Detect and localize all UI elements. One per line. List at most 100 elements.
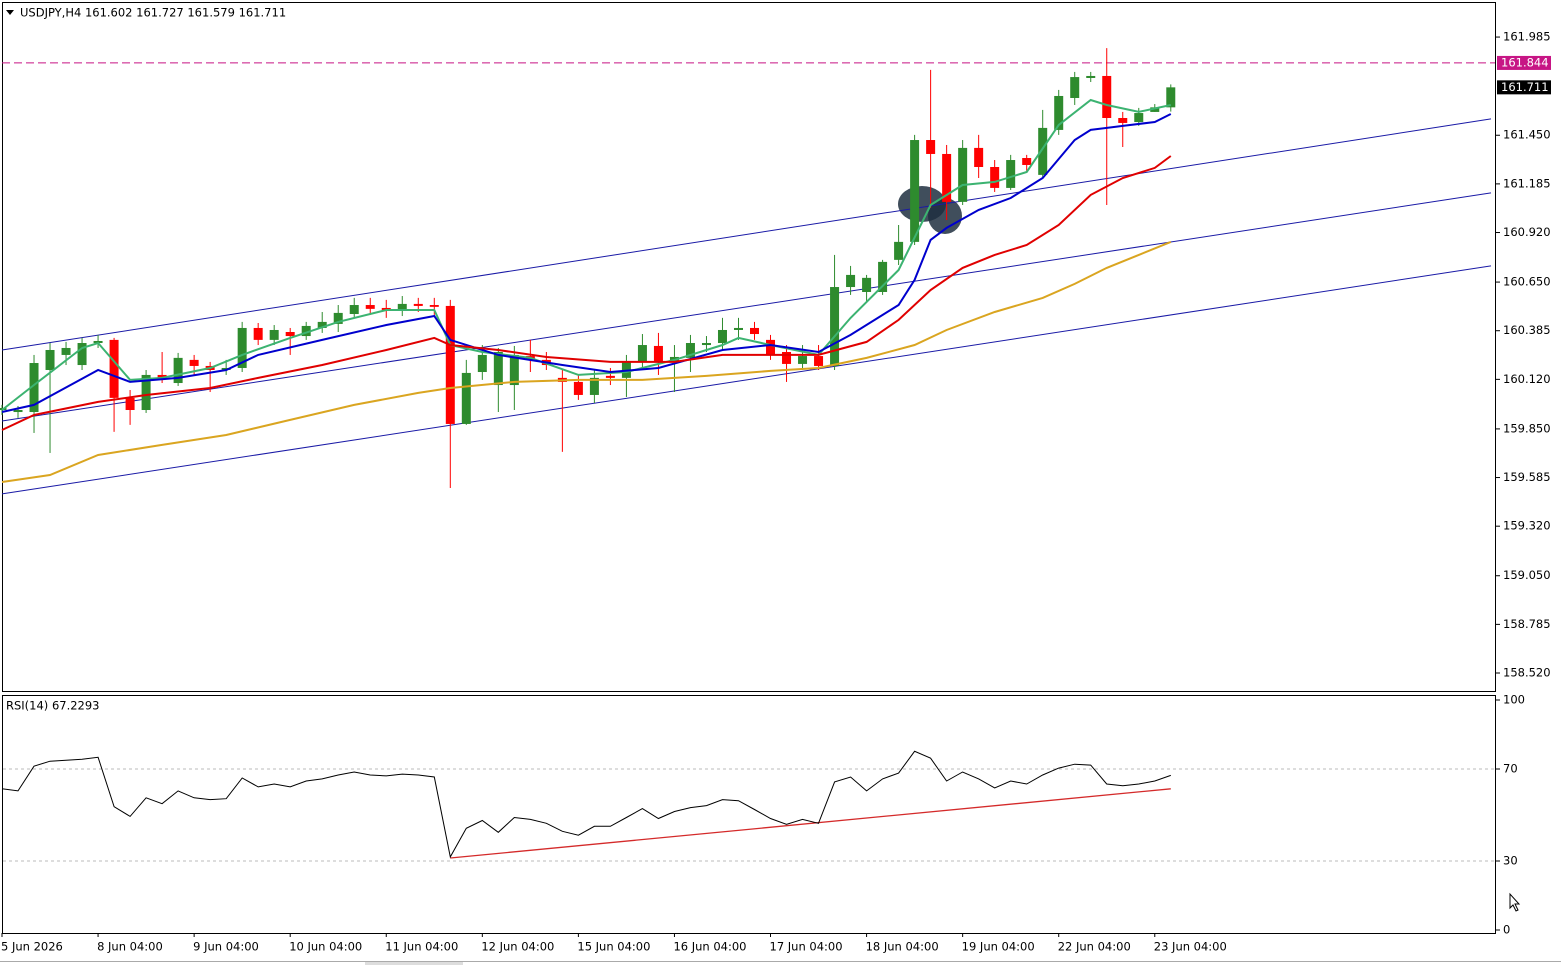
- candle-body: [445, 305, 455, 424]
- candle-body: [77, 343, 87, 366]
- y-tick-label: 100: [1503, 693, 1525, 707]
- moving-average: [1, 155, 1172, 431]
- y-tick-label: 159.585: [1503, 470, 1551, 484]
- candle-body: [974, 147, 984, 168]
- candle-body: [1038, 127, 1048, 175]
- candle-body: [1022, 158, 1032, 165]
- x-tick-label: 5 Jun 2026: [1, 940, 63, 954]
- x-tick-label: 11 Jun 04:00: [385, 940, 458, 954]
- mouse-cursor: [1509, 892, 1521, 912]
- candle-body: [493, 352, 503, 386]
- candle-body: [45, 349, 55, 370]
- moving-average: [1, 113, 1172, 413]
- candle-body: [701, 343, 711, 346]
- candle-body: [461, 372, 471, 424]
- candle-body: [942, 153, 952, 202]
- candle-body: [429, 305, 439, 307]
- rsi-line: [1, 750, 1171, 859]
- candle-body: [862, 277, 872, 292]
- candle-body: [365, 305, 375, 309]
- candle-body: [717, 329, 727, 344]
- candle-body: [1070, 77, 1080, 98]
- candle-body: [1102, 75, 1112, 118]
- candle-body: [253, 327, 263, 340]
- candle-body: [397, 303, 407, 310]
- candle-body: [830, 287, 840, 366]
- candle-body: [13, 410, 23, 413]
- x-tick-label: 18 Jun 04:00: [866, 940, 939, 954]
- candle-body: [509, 354, 519, 386]
- y-tick-label: 159.050: [1503, 568, 1551, 582]
- x-tick-label: 15 Jun 04:00: [577, 940, 650, 954]
- y-tick-label: 161.450: [1503, 128, 1551, 142]
- x-tick-label: 23 Jun 04:00: [1154, 940, 1227, 954]
- x-tick-label: 10 Jun 04:00: [289, 940, 362, 954]
- candle-body: [109, 339, 119, 398]
- candle-body: [349, 305, 359, 315]
- candle-body: [477, 354, 487, 373]
- scroll-thumb: [365, 962, 463, 965]
- candle-body: [750, 327, 760, 335]
- y-tick-label: 30: [1503, 854, 1518, 868]
- candle-body: [814, 356, 824, 366]
- y-tick-label: 161.185: [1503, 176, 1551, 190]
- symbol-menu-arrow[interactable]: [6, 10, 14, 15]
- candle-body: [333, 312, 343, 324]
- candle-body: [910, 140, 920, 242]
- candle-body: [798, 356, 808, 364]
- rsi-trendline: [450, 788, 1171, 859]
- candle-body: [926, 140, 936, 154]
- y-tick-label: 70: [1503, 762, 1518, 776]
- candle-body: [173, 357, 183, 384]
- y-tick-label: 159.320: [1503, 519, 1551, 533]
- candle-body: [237, 327, 247, 368]
- candle-body: [685, 343, 695, 358]
- candle-body: [189, 359, 199, 366]
- candle-body: [782, 352, 792, 364]
- candle-body: [301, 325, 311, 337]
- candle-body: [1006, 160, 1016, 188]
- candle-body: [766, 339, 776, 355]
- candle-body: [61, 347, 71, 355]
- x-tick-label: 16 Jun 04:00: [673, 940, 746, 954]
- x-tick-label: 19 Jun 04:00: [962, 940, 1035, 954]
- current-price-label: 161.711: [1501, 80, 1549, 94]
- candle-body: [141, 374, 151, 411]
- x-tick-label: 9 Jun 04:00: [193, 940, 259, 954]
- price-level-label: 161.844: [1501, 55, 1549, 69]
- y-tick-label: 158.785: [1503, 617, 1551, 631]
- trendline: [1, 265, 1492, 495]
- price-level-tag: [1497, 55, 1551, 70]
- trendline: [1, 192, 1492, 422]
- candle-body: [589, 377, 599, 395]
- candle-body: [29, 363, 39, 413]
- rsi-title: RSI(14) 67.2293: [6, 699, 100, 713]
- candle-body: [846, 274, 856, 288]
- y-tick-label: 159.850: [1503, 421, 1551, 435]
- x-tick-label: 22 Jun 04:00: [1058, 940, 1131, 954]
- y-tick-label: 0: [1503, 923, 1510, 937]
- moving-average: [1, 240, 1172, 483]
- rsi-panel-frame: [2, 695, 1496, 934]
- trendline: [1, 118, 1492, 351]
- candle-body: [285, 332, 295, 337]
- y-tick-label: 160.120: [1503, 372, 1551, 386]
- current-price-tag: [1497, 80, 1551, 95]
- moving-average: [1, 98, 1172, 411]
- y-tick-label: 160.920: [1503, 225, 1551, 239]
- y-tick-label: 158.520: [1503, 666, 1551, 680]
- y-tick-label: 161.985: [1503, 30, 1551, 44]
- candle-body: [1134, 113, 1144, 123]
- candle-body: [733, 327, 743, 330]
- price-panel-frame: [2, 2, 1496, 692]
- candle-body: [1118, 117, 1128, 123]
- candle-body: [125, 397, 135, 411]
- candle-body: [958, 147, 968, 202]
- y-tick-label: 160.650: [1503, 275, 1551, 289]
- candle-body: [381, 307, 391, 310]
- x-tick-label: 17 Jun 04:00: [770, 940, 843, 954]
- candle-body: [1086, 75, 1096, 78]
- candle-body: [1054, 95, 1064, 130]
- candle-body: [605, 375, 615, 378]
